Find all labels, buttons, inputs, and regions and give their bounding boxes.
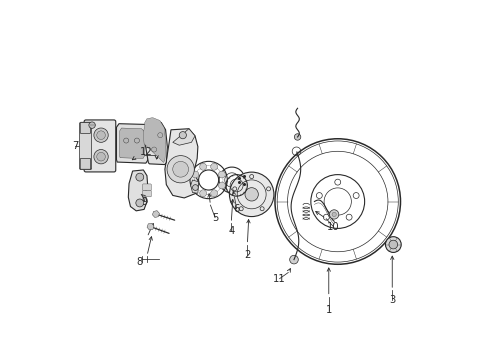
Polygon shape bbox=[128, 170, 147, 211]
Text: 9: 9 bbox=[142, 197, 148, 207]
Polygon shape bbox=[143, 118, 165, 162]
Text: 4: 4 bbox=[227, 226, 234, 236]
Polygon shape bbox=[190, 180, 198, 193]
Circle shape bbox=[210, 163, 217, 170]
Circle shape bbox=[289, 255, 298, 264]
Circle shape bbox=[218, 182, 225, 189]
Circle shape bbox=[172, 161, 188, 177]
FancyBboxPatch shape bbox=[80, 123, 90, 134]
Circle shape bbox=[192, 171, 199, 178]
Circle shape bbox=[192, 182, 199, 189]
Circle shape bbox=[331, 212, 336, 217]
Circle shape bbox=[136, 173, 143, 181]
Text: 6: 6 bbox=[233, 204, 239, 214]
FancyBboxPatch shape bbox=[142, 190, 151, 197]
Text: 8: 8 bbox=[136, 257, 142, 267]
Circle shape bbox=[199, 163, 206, 170]
Circle shape bbox=[388, 240, 397, 249]
Text: 1: 1 bbox=[325, 305, 331, 315]
FancyBboxPatch shape bbox=[84, 120, 116, 172]
Text: 12: 12 bbox=[139, 147, 152, 157]
FancyBboxPatch shape bbox=[80, 158, 90, 169]
Polygon shape bbox=[152, 211, 159, 217]
Circle shape bbox=[199, 190, 206, 197]
Polygon shape bbox=[164, 129, 198, 198]
Circle shape bbox=[294, 134, 300, 140]
Polygon shape bbox=[120, 128, 144, 158]
Circle shape bbox=[136, 199, 143, 207]
Circle shape bbox=[385, 237, 400, 252]
Circle shape bbox=[167, 156, 194, 183]
Circle shape bbox=[97, 131, 105, 139]
FancyBboxPatch shape bbox=[80, 122, 91, 170]
Circle shape bbox=[192, 185, 198, 190]
Polygon shape bbox=[172, 129, 195, 145]
Text: 10: 10 bbox=[326, 222, 339, 231]
Text: 2: 2 bbox=[244, 249, 250, 260]
Text: 11: 11 bbox=[273, 274, 285, 284]
Circle shape bbox=[229, 172, 273, 217]
Circle shape bbox=[89, 122, 95, 129]
Circle shape bbox=[329, 210, 338, 219]
Circle shape bbox=[179, 132, 186, 139]
Circle shape bbox=[218, 171, 225, 178]
Polygon shape bbox=[147, 223, 154, 230]
Circle shape bbox=[97, 152, 105, 161]
Circle shape bbox=[210, 190, 217, 197]
Text: 7: 7 bbox=[72, 141, 78, 151]
FancyBboxPatch shape bbox=[142, 184, 151, 190]
Circle shape bbox=[94, 128, 108, 142]
Polygon shape bbox=[116, 124, 147, 163]
Circle shape bbox=[244, 188, 258, 201]
Circle shape bbox=[94, 149, 108, 164]
Polygon shape bbox=[144, 120, 167, 165]
Text: 3: 3 bbox=[388, 295, 395, 305]
Text: 5: 5 bbox=[211, 213, 218, 222]
